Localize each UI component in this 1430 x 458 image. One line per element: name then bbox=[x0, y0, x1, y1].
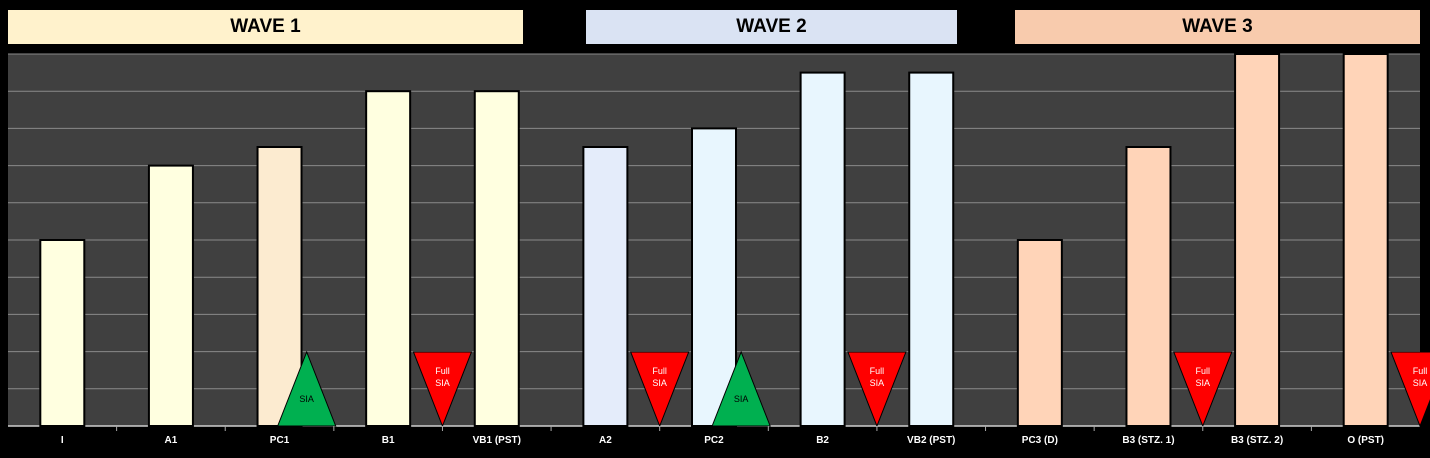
wave-3-header: WAVE 3 bbox=[1015, 10, 1420, 44]
marker-label: Full SIA bbox=[435, 366, 450, 388]
x-tick-label: O (PST) bbox=[1347, 435, 1384, 446]
bar bbox=[1016, 239, 1063, 427]
marker-label: Full SIA bbox=[1413, 366, 1428, 388]
wave-1-header: WAVE 1 bbox=[8, 10, 523, 44]
wave-3-label: WAVE 3 bbox=[1182, 16, 1253, 37]
x-tick-label: B3 (STZ. 2) bbox=[1231, 435, 1283, 446]
x-axis-ticks: I A1 PC1 B1 VB1 (PST) A2 PC2 B2 VB2 (PST) PC3 (D)… bbox=[61, 426, 1384, 446]
full-sia-marker: Full SIA bbox=[847, 351, 907, 428]
triangle-down-icon bbox=[1390, 351, 1430, 428]
sia-marker: SIA bbox=[711, 350, 771, 427]
markers: SIA Full SIA Full SIA SIA Full SIA Full SIA Full SI… bbox=[276, 350, 1430, 428]
triangle-down-icon bbox=[1173, 351, 1233, 428]
wave-1-label: WAVE 1 bbox=[230, 16, 301, 37]
marker-label: Full SIA bbox=[1196, 366, 1211, 388]
sia-marker: SIA bbox=[276, 350, 337, 427]
full-sia-marker: Full SIA bbox=[1390, 351, 1430, 428]
bar bbox=[908, 71, 955, 427]
full-sia-marker: Full SIA bbox=[629, 351, 690, 428]
triangle-down-icon bbox=[412, 351, 473, 428]
wave-2-header: WAVE 2 bbox=[586, 10, 957, 44]
bar bbox=[39, 239, 86, 427]
bar bbox=[1234, 53, 1281, 427]
bar bbox=[799, 71, 846, 427]
bar bbox=[1342, 53, 1389, 427]
x-tick-label: PC3 (D) bbox=[1022, 435, 1058, 446]
triangle-up-icon bbox=[276, 350, 337, 427]
bar bbox=[256, 146, 303, 427]
marker-label: Full SIA bbox=[652, 366, 667, 388]
x-tick-label: VB2 (PST) bbox=[907, 435, 955, 446]
bar bbox=[691, 127, 737, 427]
x-tick-label: B3 (STZ. 1) bbox=[1122, 435, 1174, 446]
bar bbox=[1125, 146, 1172, 427]
x-tick-label: VB1 (PST) bbox=[473, 435, 521, 446]
x-tick-label: I bbox=[61, 435, 64, 446]
full-sia-marker: Full SIA bbox=[1173, 351, 1233, 428]
marker-label: SIA bbox=[299, 394, 314, 404]
x-tick-label: B2 bbox=[816, 435, 829, 446]
x-tick-label: PC2 bbox=[704, 435, 724, 446]
bar bbox=[365, 90, 412, 427]
bars bbox=[39, 53, 1389, 427]
marker-label: SIA bbox=[734, 394, 749, 404]
wave-2-label: WAVE 2 bbox=[736, 16, 807, 37]
marker-label: Full SIA bbox=[870, 366, 885, 388]
x-tick-label: A1 bbox=[165, 435, 178, 446]
triangle-up-icon bbox=[711, 350, 771, 427]
bar bbox=[473, 90, 520, 427]
bar bbox=[582, 146, 629, 427]
x-tick-label: A2 bbox=[599, 435, 612, 446]
x-tick-label: B1 bbox=[382, 435, 395, 446]
triangle-down-icon bbox=[847, 351, 907, 428]
bar bbox=[147, 164, 194, 427]
full-sia-marker: Full SIA bbox=[412, 351, 473, 428]
x-tick-label: PC1 bbox=[270, 435, 290, 446]
triangle-down-icon bbox=[629, 351, 690, 428]
